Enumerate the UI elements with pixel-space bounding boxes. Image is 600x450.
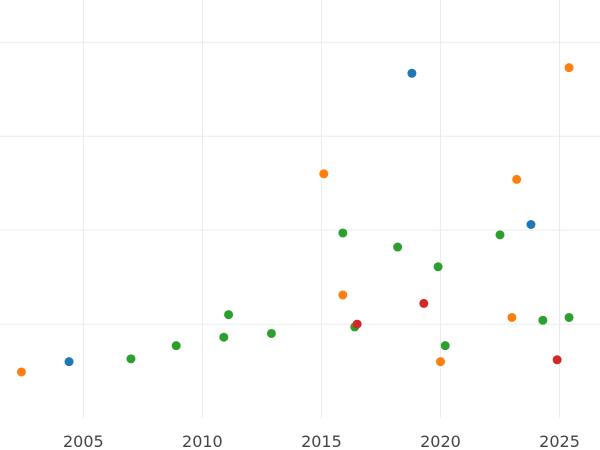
data-point [538,315,548,325]
data-point [552,355,562,365]
x-axis-tick-labels: 2005 2010 2015 2020 2025 [63,432,580,450]
data-point [352,319,362,329]
data-point [338,290,348,300]
data-point [526,219,536,229]
data-point [433,262,443,272]
data-point [319,169,329,179]
x-tick-label: 2020 [420,432,461,450]
data-points [16,63,574,377]
data-point [126,354,136,364]
x-tick-label: 2010 [182,432,223,450]
data-point [393,242,403,252]
data-point [16,367,26,377]
y-gridlines [0,41,600,325]
data-point [64,357,74,367]
data-point [495,230,505,240]
data-point [407,68,417,78]
data-point [435,357,445,367]
x-gridlines [82,0,561,418]
data-point [338,228,348,238]
data-point [512,174,522,184]
data-point [224,310,234,320]
data-point [171,341,181,351]
data-point [440,341,450,351]
data-point [419,298,429,308]
x-tick-label: 2005 [63,432,104,450]
data-point [564,312,574,322]
data-point [266,328,276,338]
data-point [564,63,574,73]
x-tick-label: 2015 [301,432,342,450]
x-tick-label: 2025 [539,432,580,450]
data-point [507,312,517,322]
data-point [219,332,229,342]
